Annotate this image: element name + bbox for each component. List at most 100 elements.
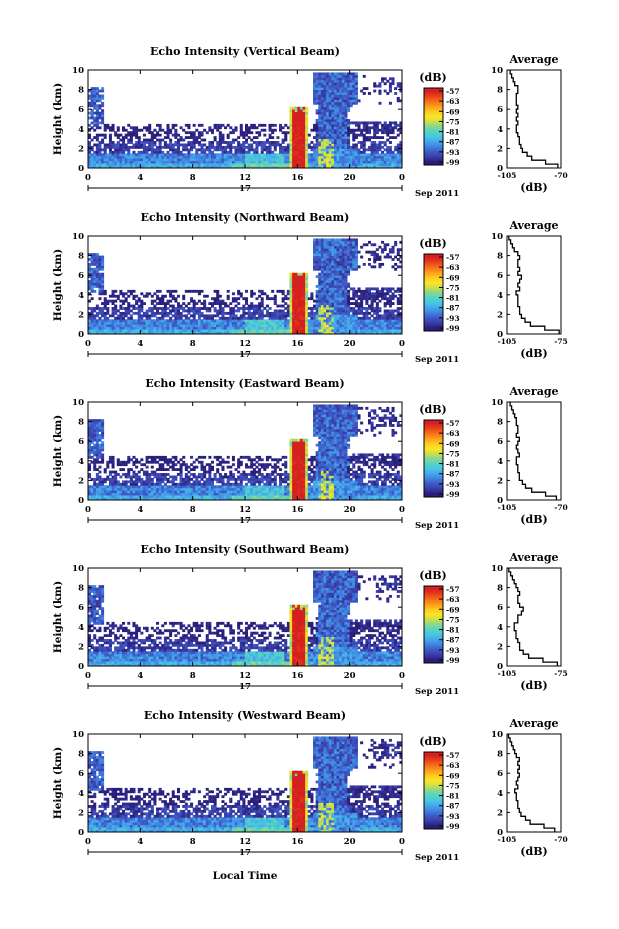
heatmap-cell: [140, 487, 144, 491]
heatmap-cell: [258, 302, 262, 305]
heatmap-cell: [344, 258, 348, 261]
heatmap-cell: [333, 292, 337, 296]
heatmap-cell: [98, 309, 102, 313]
heatmap-cell: [341, 111, 345, 115]
heatmap-cell: [106, 307, 110, 310]
heatmap-cell: [373, 307, 377, 310]
heatmap-cell: [229, 316, 233, 320]
heatmap-cell: [103, 160, 107, 164]
heatmap-cell: [166, 133, 170, 137]
heatmap-cell: [88, 307, 92, 310]
heatmap-cell: [98, 133, 102, 137]
heatmap-cell: [328, 79, 332, 83]
heatmap-cell: [268, 307, 272, 310]
heatmap-cell: [381, 316, 385, 320]
heatmap-cell: [213, 297, 217, 301]
heatmap-cell: [265, 160, 269, 164]
heatmap-cell: [174, 128, 178, 132]
heatmap-cell: [242, 307, 246, 310]
heatmap-cell: [396, 143, 400, 147]
heatmap-cell: [135, 329, 139, 332]
heatmap-cell: [119, 468, 123, 471]
heatmap-cell: [347, 319, 351, 323]
heatmap-cell: [263, 314, 267, 318]
heatmap-cell: [336, 277, 340, 281]
heatmap-cell: [318, 238, 322, 242]
heatmap-cell: [268, 165, 272, 169]
heatmap-cell: [169, 311, 173, 315]
heatmap-cell: [341, 299, 345, 303]
heatmap-cell: [302, 302, 306, 305]
heatmap-cell: [307, 133, 311, 137]
heatmap-cell: [93, 155, 97, 159]
heatmap-cell: [331, 267, 335, 271]
heatmap-cell: [140, 495, 144, 498]
heatmap-cell: [169, 158, 173, 162]
heatmap-cell: [386, 253, 390, 256]
heatmap-cell: [302, 304, 306, 308]
heatmap-cell: [171, 165, 175, 169]
heatmap-cell: [239, 316, 243, 320]
heatmap-cell: [378, 326, 382, 330]
heatmap-cell: [331, 116, 335, 120]
heatmap-cell: [354, 321, 358, 325]
heatmap-cell: [98, 448, 102, 452]
heatmap-cell: [318, 72, 322, 76]
heatmap-cell: [279, 311, 283, 315]
heatmap-cell: [203, 143, 207, 147]
heatmap-cell: [305, 106, 309, 110]
heatmap-cell: [362, 128, 366, 132]
heatmap-cell: [116, 331, 120, 335]
heatmap-cell: [352, 243, 356, 247]
heatmap-cell: [391, 160, 395, 164]
profile-x-tick-label: -105: [498, 171, 517, 180]
heatmap-cell: [239, 165, 243, 169]
heatmap-cell: [210, 158, 214, 162]
heatmap-cell: [218, 311, 222, 315]
heatmap-cell: [142, 143, 146, 147]
heatmap-cell: [98, 426, 102, 430]
heatmap-cell: [200, 145, 204, 149]
colorbar-segment: [424, 161, 443, 163]
heatmap-cell: [299, 331, 303, 335]
heatmap-cell: [88, 475, 92, 479]
heatmap-cell: [339, 82, 343, 86]
heatmap-cell: [213, 289, 217, 293]
heatmap-cell: [140, 321, 144, 325]
heatmap-cell: [378, 319, 382, 323]
heatmap-cell: [88, 451, 92, 454]
heatmap-cell: [362, 311, 366, 315]
heatmap-cell: [101, 455, 105, 459]
heatmap-cell: [302, 123, 306, 127]
heatmap-cell: [208, 319, 212, 323]
heatmap-cell: [326, 260, 330, 264]
heatmap-cell: [190, 141, 194, 144]
heatmap-cell: [239, 329, 243, 332]
heatmap-cell: [156, 148, 160, 152]
heatmap-cell: [331, 253, 335, 256]
heatmap-cell: [169, 321, 173, 325]
heatmap-cell: [116, 294, 120, 298]
heatmap-cell: [286, 158, 290, 162]
heatmap-cell: [258, 309, 262, 313]
heatmap-cell: [271, 123, 275, 127]
heatmap-cell: [305, 331, 309, 335]
heatmap-cell: [339, 96, 343, 100]
heatmap-cell: [88, 141, 92, 144]
heatmap-cell: [179, 138, 183, 142]
heatmap-cell: [292, 331, 296, 335]
heatmap-cell: [93, 463, 97, 467]
heatmap-cell: [197, 148, 201, 152]
heatmap-cell: [190, 165, 194, 169]
heatmap-cell: [156, 319, 160, 323]
heatmap-cell: [95, 321, 99, 325]
heatmap-cell: [378, 143, 382, 147]
heatmap-cell: [242, 160, 246, 164]
heatmap-cell: [305, 282, 309, 286]
heatmap-cell: [156, 331, 160, 335]
heatmap-cell: [341, 96, 345, 100]
heatmap-cell: [292, 272, 296, 276]
heatmap-cell: [323, 82, 327, 86]
heatmap-cell: [336, 324, 340, 328]
heatmap-cell: [93, 163, 97, 166]
